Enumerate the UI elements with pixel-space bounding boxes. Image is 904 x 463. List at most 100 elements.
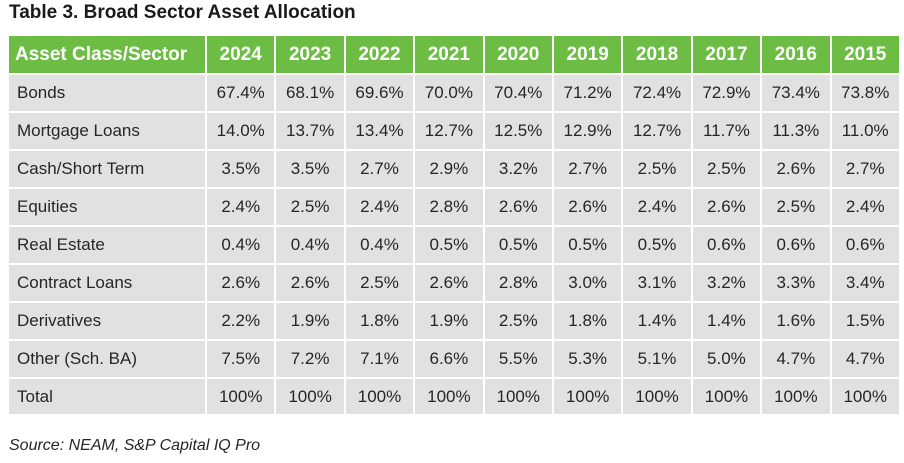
table-cell: 1.6% bbox=[762, 303, 830, 339]
row-label: Total bbox=[9, 379, 205, 414]
row-label: Other (Sch. BA) bbox=[9, 341, 205, 377]
table-cell: 3.2% bbox=[692, 265, 761, 301]
table-row: Mortgage Loans 14.0% 13.7% 13.4% 12.7% 12.5% 1… bbox=[9, 113, 899, 149]
table-cell: 1.9% bbox=[415, 303, 483, 339]
table-row: Contract Loans 2.6% 2.6% 2.5% 2.6% 2.8% 3.0% 3.… bbox=[9, 265, 899, 301]
table-cell: 2.4% bbox=[623, 189, 691, 225]
table-cell: 12.9% bbox=[553, 113, 622, 149]
table-cell: 100% bbox=[207, 379, 275, 414]
table-cell: 2.4% bbox=[831, 189, 899, 225]
table-cell: 1.8% bbox=[345, 303, 414, 339]
row-label: Mortgage Loans bbox=[9, 113, 205, 149]
table-cell: 7.5% bbox=[207, 341, 275, 377]
table-cell: 5.5% bbox=[484, 341, 552, 377]
table-cell: 4.7% bbox=[762, 341, 830, 377]
table-cell: 2.9% bbox=[415, 151, 483, 187]
table-cell: 3.5% bbox=[276, 151, 344, 187]
table-cell: 11.3% bbox=[762, 113, 830, 149]
table-row: Derivatives 2.2% 1.9% 1.8% 1.9% 2.5% 1.8% 1.4% 1… bbox=[9, 303, 899, 339]
table-cell: 0.4% bbox=[345, 227, 414, 263]
table-cell: 12.7% bbox=[623, 113, 691, 149]
table-cell: 0.5% bbox=[415, 227, 483, 263]
table-cell: 12.5% bbox=[484, 113, 552, 149]
table-cell: 0.5% bbox=[553, 227, 622, 263]
table-cell: 2.5% bbox=[762, 189, 830, 225]
table-cell: 11.7% bbox=[692, 113, 761, 149]
table-cell: 2.5% bbox=[692, 151, 761, 187]
column-header-year: 2018 bbox=[623, 36, 691, 73]
table-cell: 100% bbox=[484, 379, 552, 414]
table-row: Other (Sch. BA) 7.5% 7.2% 7.1% 6.6% 5.5% 5.3% 5… bbox=[9, 341, 899, 377]
table-cell: 1.4% bbox=[692, 303, 761, 339]
table-cell: 3.5% bbox=[207, 151, 275, 187]
row-label: Real Estate bbox=[9, 227, 205, 263]
table-cell: 100% bbox=[345, 379, 414, 414]
table-cell: 100% bbox=[623, 379, 691, 414]
table-cell: 3.4% bbox=[831, 265, 899, 301]
table-cell: 2.5% bbox=[623, 151, 691, 187]
table-cell: 2.6% bbox=[207, 265, 275, 301]
table-cell: 70.4% bbox=[484, 75, 552, 111]
table-cell: 2.6% bbox=[415, 265, 483, 301]
table-title: Table 3. Broad Sector Asset Allocation bbox=[9, 2, 356, 23]
row-label: Contract Loans bbox=[9, 265, 205, 301]
table-cell: 13.4% bbox=[345, 113, 414, 149]
table-cell: 2.6% bbox=[762, 151, 830, 187]
row-label: Equities bbox=[9, 189, 205, 225]
table-cell: 5.3% bbox=[553, 341, 622, 377]
table-cell: 3.2% bbox=[484, 151, 552, 187]
table-cell: 2.7% bbox=[345, 151, 414, 187]
table-cell: 2.4% bbox=[207, 189, 275, 225]
table-cell: 100% bbox=[762, 379, 830, 414]
table-row: Real Estate 0.4% 0.4% 0.4% 0.5% 0.5% 0.5% 0.5% 0… bbox=[9, 227, 899, 263]
table-cell: 6.6% bbox=[415, 341, 483, 377]
table-cell: 1.5% bbox=[831, 303, 899, 339]
column-header-year: 2019 bbox=[553, 36, 622, 73]
table-cell: 100% bbox=[415, 379, 483, 414]
table-cell: 2.7% bbox=[553, 151, 622, 187]
table-cell: 2.5% bbox=[276, 189, 344, 225]
table-cell: 100% bbox=[692, 379, 761, 414]
table-cell: 1.9% bbox=[276, 303, 344, 339]
table-cell: 2.6% bbox=[276, 265, 344, 301]
table-cell: 0.4% bbox=[276, 227, 344, 263]
table-cell: 1.4% bbox=[623, 303, 691, 339]
table-cell: 72.9% bbox=[692, 75, 761, 111]
table-cell: 69.6% bbox=[345, 75, 414, 111]
table-cell: 0.5% bbox=[484, 227, 552, 263]
table-cell: 73.8% bbox=[831, 75, 899, 111]
table-row: Total 100% 100% 100% 100% 100% 100% 100% 100% 100… bbox=[9, 379, 899, 414]
table-cell: 2.5% bbox=[484, 303, 552, 339]
column-header-year: 2015 bbox=[831, 36, 899, 73]
table-cell: 12.7% bbox=[415, 113, 483, 149]
table-cell: 2.8% bbox=[484, 265, 552, 301]
table-cell: 0.6% bbox=[831, 227, 899, 263]
table-cell: 2.5% bbox=[345, 265, 414, 301]
header-row: Asset Class/Sector 2024 2023 2022 2021 2020 20… bbox=[9, 36, 899, 73]
table-cell: 2.6% bbox=[553, 189, 622, 225]
source-note: Source: NEAM, S&P Capital IQ Pro bbox=[9, 437, 261, 454]
column-header-label: Asset Class/Sector bbox=[9, 36, 205, 73]
column-header-year: 2023 bbox=[276, 36, 344, 73]
table-cell: 7.1% bbox=[345, 341, 414, 377]
table-cell: 2.8% bbox=[415, 189, 483, 225]
table-cell: 0.6% bbox=[692, 227, 761, 263]
table-cell: 4.7% bbox=[831, 341, 899, 377]
table-cell: 14.0% bbox=[207, 113, 275, 149]
table-cell: 7.2% bbox=[276, 341, 344, 377]
table-cell: 1.8% bbox=[553, 303, 622, 339]
table-cell: 0.4% bbox=[207, 227, 275, 263]
table-cell: 3.0% bbox=[553, 265, 622, 301]
table-cell: 0.6% bbox=[762, 227, 830, 263]
column-header-year: 2024 bbox=[207, 36, 275, 73]
column-header-year: 2022 bbox=[345, 36, 414, 73]
table-cell: 2.4% bbox=[345, 189, 414, 225]
table-row: Equities 2.4% 2.5% 2.4% 2.8% 2.6% 2.6% 2.4% 2.6%… bbox=[9, 189, 899, 225]
table-cell: 72.4% bbox=[623, 75, 691, 111]
table-row: Bonds 67.4% 68.1% 69.6% 70.0% 70.4% 71.2% 72.4%… bbox=[9, 75, 899, 111]
table-cell: 68.1% bbox=[276, 75, 344, 111]
table-cell: 2.7% bbox=[831, 151, 899, 187]
table-cell: 73.4% bbox=[762, 75, 830, 111]
table-header: Asset Class/Sector 2024 2023 2022 2021 2020 20… bbox=[9, 36, 899, 73]
table-cell: 100% bbox=[553, 379, 622, 414]
